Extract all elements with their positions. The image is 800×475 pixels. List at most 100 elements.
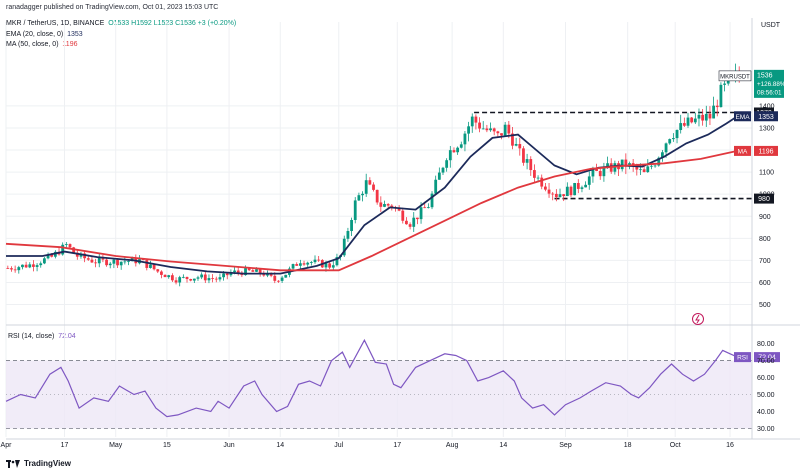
candle-body	[160, 271, 163, 275]
candle-body	[547, 189, 551, 194]
candle	[353, 197, 357, 224]
candle	[686, 112, 690, 128]
candle-body	[86, 258, 90, 260]
candle-body	[657, 157, 661, 166]
candle-body	[331, 265, 335, 268]
candle	[408, 222, 412, 230]
ema-tag-value-bg	[754, 111, 778, 122]
candle-body	[412, 217, 416, 227]
candle	[196, 275, 200, 281]
candle	[525, 153, 529, 170]
tradingview-logo[interactable]: TradingView	[6, 459, 71, 468]
candle-body	[50, 254, 54, 257]
candle-body	[584, 184, 588, 188]
candle-body	[430, 193, 434, 208]
ma-legend-value: 1196	[62, 41, 78, 48]
candle	[167, 274, 171, 279]
symbol-name[interactable]: MKR / TetherUS, 1D, BINANCE	[6, 20, 105, 27]
candle	[61, 242, 65, 256]
candle-body	[97, 257, 101, 264]
candle	[584, 181, 588, 188]
candle-body	[397, 208, 401, 211]
level-tag-980: 980	[754, 193, 774, 204]
candle	[463, 130, 467, 152]
candle-body	[602, 167, 606, 177]
candle-body	[61, 244, 65, 255]
candle-body	[247, 268, 251, 271]
price-tick-label: 1300	[759, 125, 775, 132]
candle-body	[690, 117, 694, 123]
candle	[90, 256, 94, 264]
candle-body	[551, 193, 555, 195]
candle	[277, 280, 280, 283]
candle	[434, 175, 438, 195]
price-tick-label: 1100	[759, 170, 774, 177]
ma-legend[interactable]: MA (50, close, 0) 1196	[6, 41, 77, 48]
candle-body	[211, 278, 215, 279]
candle	[185, 276, 189, 283]
candle-body	[474, 116, 478, 123]
candle-body	[664, 143, 668, 153]
candle-body	[452, 150, 456, 153]
candle-body	[145, 260, 149, 268]
time-tick-label: 14	[499, 442, 507, 449]
candle-body	[32, 264, 35, 267]
candle-body	[701, 114, 705, 121]
candle-body	[225, 273, 229, 276]
candle	[456, 146, 460, 155]
candle-body	[459, 144, 463, 148]
candle-body	[207, 278, 211, 281]
rsi-tick-label: 70.00	[757, 358, 775, 365]
candle	[295, 262, 299, 266]
rsi-legend[interactable]: RSI (14, close) 72.04	[8, 333, 76, 340]
candle-body	[441, 167, 445, 173]
candle-body	[606, 163, 609, 168]
candle	[715, 99, 719, 117]
candle	[478, 117, 481, 133]
candle	[529, 156, 533, 176]
candle-body	[405, 220, 408, 225]
time-tick-label: 17	[61, 442, 69, 449]
ema-tag-label: EMA	[735, 114, 750, 121]
candle	[551, 192, 555, 201]
candle-body	[116, 259, 119, 266]
ema-legend[interactable]: EMA (20, close, 0) 1353	[6, 31, 83, 38]
candle	[708, 106, 712, 125]
publisher-line: ranadagger published on TradingView.com,…	[6, 4, 219, 11]
candle-body	[423, 207, 427, 209]
candle	[569, 185, 573, 198]
candle-body	[149, 264, 152, 268]
candle	[163, 274, 167, 278]
candle	[306, 261, 310, 268]
time-tick-label: Jun	[223, 442, 234, 449]
candle	[540, 174, 544, 190]
candle-body	[119, 261, 123, 266]
time-tick-label: Jul	[334, 442, 343, 449]
candle-body	[317, 259, 321, 261]
ema-tag-value: 1353	[758, 114, 774, 121]
candle-body	[233, 270, 236, 273]
candle-body	[554, 193, 558, 198]
rsi-tick-label: 30.00	[757, 426, 775, 433]
candle	[127, 260, 130, 266]
candle	[225, 273, 229, 280]
time-tick-label: Aug	[446, 442, 459, 449]
ohlc-values: O1533 H1592 L1523 C1536 +3 (+0.20%)	[108, 20, 237, 27]
candle-body	[624, 159, 628, 167]
rsi-tick-label: 40.00	[757, 409, 775, 416]
candle	[481, 121, 485, 130]
candle	[558, 188, 562, 198]
candle	[258, 268, 262, 277]
candle	[518, 137, 522, 156]
candle-body	[192, 278, 196, 281]
candle-body	[708, 113, 712, 119]
candle-body	[675, 130, 679, 139]
candle	[21, 264, 24, 270]
candle-body	[68, 244, 72, 248]
level-tag-text: 980	[758, 196, 770, 203]
lightning-icon	[692, 313, 704, 325]
rsi-tick-label: 80.00	[757, 341, 775, 348]
candle	[331, 260, 335, 271]
candle-body	[518, 144, 522, 149]
